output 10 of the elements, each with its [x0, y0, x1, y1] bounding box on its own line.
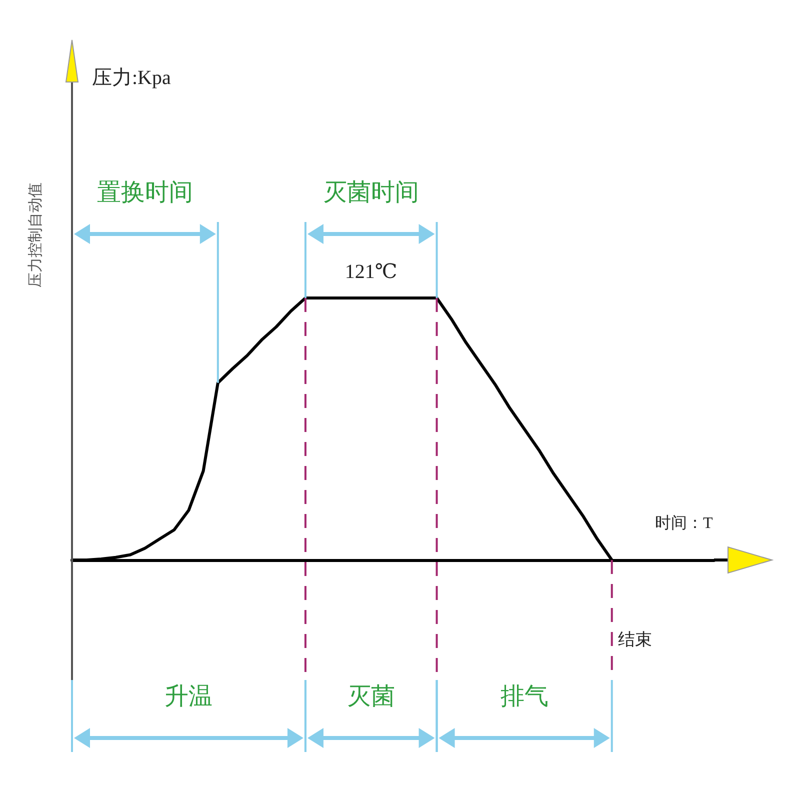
text: 结束 [618, 630, 652, 649]
text: 灭菌 [347, 684, 396, 710]
text: 灭菌时间 [323, 180, 420, 206]
text: 压力控制自动值 [27, 182, 44, 288]
annotation: 121℃ [344, 261, 398, 283]
text: 压力:Kpa [92, 67, 171, 89]
text: 排气 [500, 684, 548, 710]
text: 升温 [164, 684, 213, 710]
x-axis-title: 时间：T [655, 514, 713, 532]
text: 置换时间 [96, 180, 193, 206]
